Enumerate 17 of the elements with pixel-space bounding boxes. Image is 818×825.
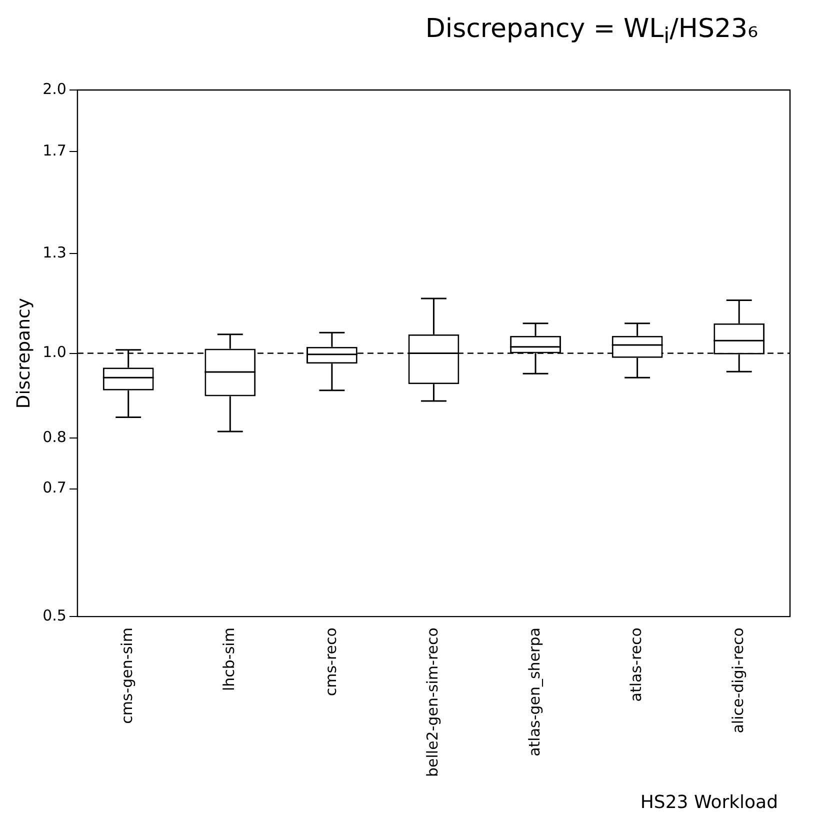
- x-tick-label: atlas-gen_sherpa: [525, 628, 544, 756]
- y-axis-title: Discrepancy: [13, 298, 34, 409]
- x-tick-label: cms-gen-sim: [118, 628, 136, 724]
- x-tick-label: cms-reco: [322, 628, 340, 696]
- x-tick-label: lhcb-sim: [220, 628, 238, 692]
- y-tick-label: 1.3: [42, 244, 66, 262]
- y-tick-label: 2.0: [42, 80, 66, 98]
- x-tick-label: belle2-gen-sim-reco: [424, 628, 442, 777]
- chart-title: Discrepancy = WL$_{i}$/HS23₆: [425, 14, 758, 50]
- y-tick-label: 0.7: [42, 478, 66, 497]
- y-tick-label: 1.0: [42, 343, 66, 362]
- x-axis-title: HS23 Workload: [640, 792, 778, 813]
- y-tick-label: 0.5: [42, 606, 66, 624]
- x-tick-label: alice-digi-reco: [728, 628, 747, 734]
- y-tick-label: 1.7: [42, 142, 66, 160]
- y-tick-label: 0.8: [42, 428, 66, 446]
- x-tick-label: atlas-reco: [627, 628, 646, 702]
